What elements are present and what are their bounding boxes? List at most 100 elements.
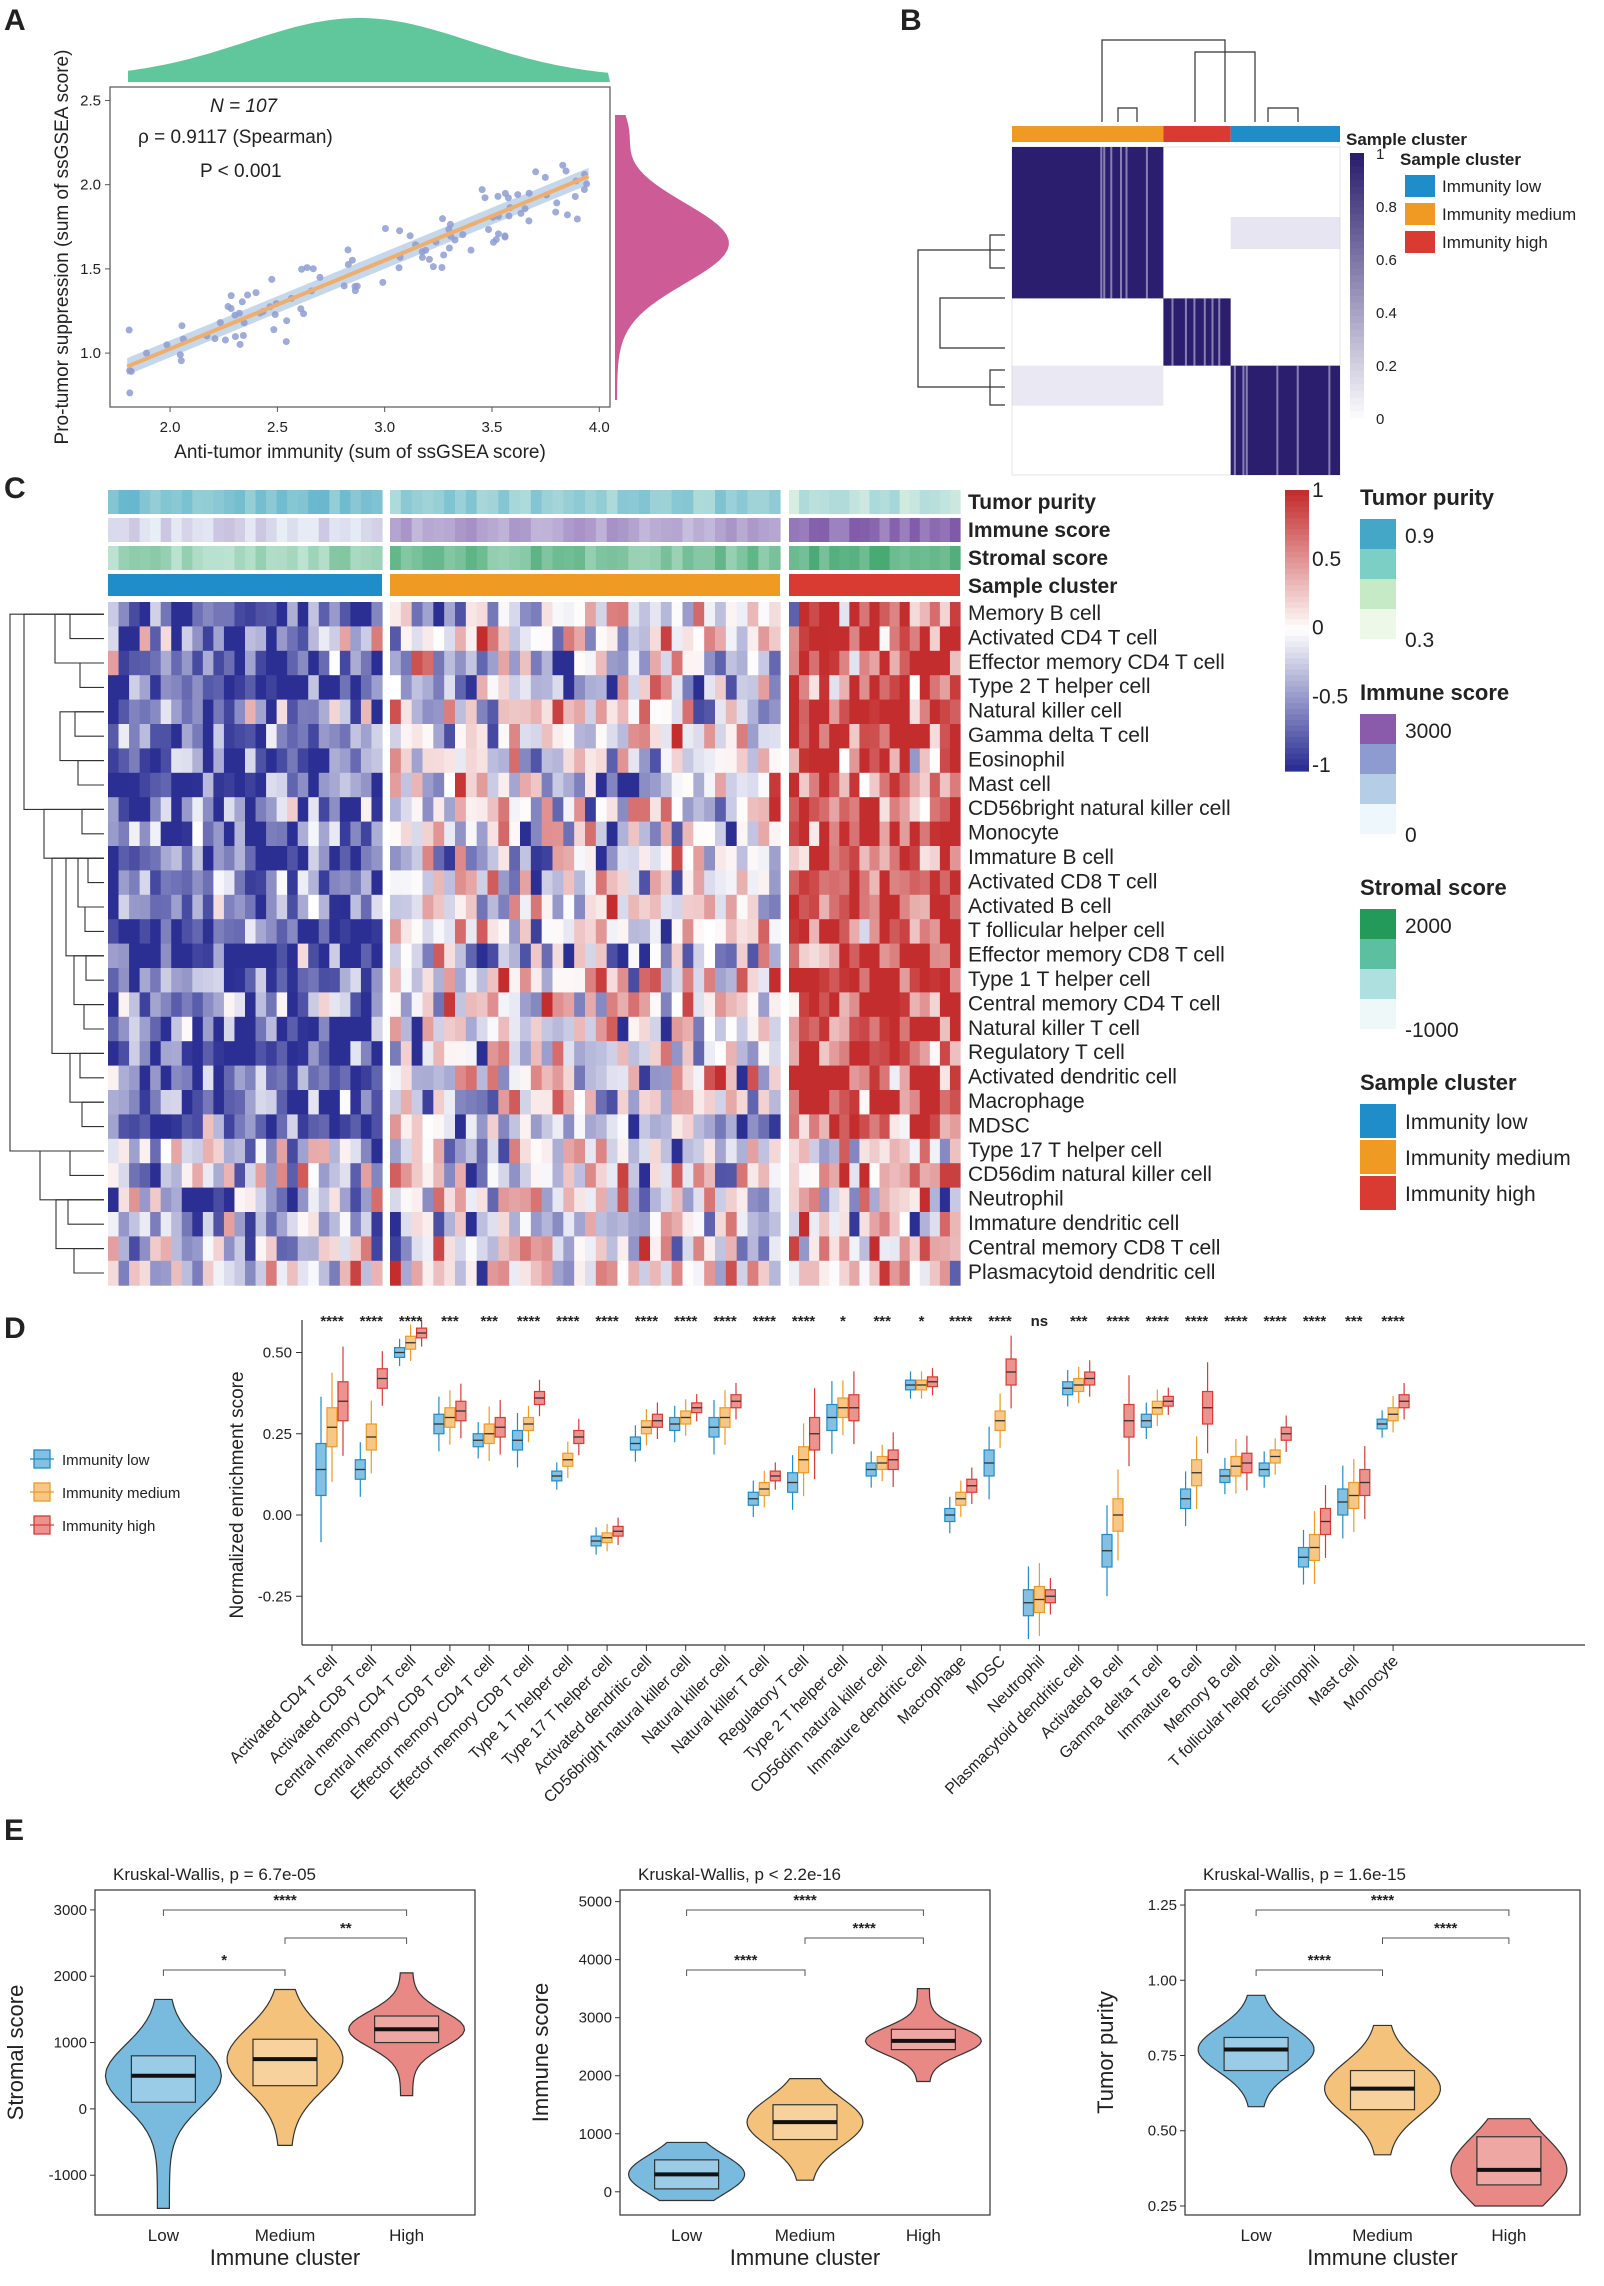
heatmap-cell xyxy=(758,748,770,774)
heatmap-cell xyxy=(150,1187,162,1213)
heatmap-cell xyxy=(660,894,673,920)
heatmap-cell xyxy=(682,650,694,676)
heatmap-cell xyxy=(118,1212,130,1237)
heatmap-cell xyxy=(628,992,640,1018)
tumor-purity-cell xyxy=(129,490,141,514)
heatmap-cell xyxy=(223,1065,236,1091)
heatmap-cell xyxy=(541,846,554,871)
colorbar-step xyxy=(1350,418,1364,426)
dendro-branch xyxy=(79,1052,104,1079)
heatmap-cell xyxy=(308,1090,320,1115)
heatmap-cell xyxy=(829,1114,840,1140)
heatmap-cell xyxy=(736,748,749,774)
heatmap-cell xyxy=(390,894,402,920)
heatmap-cell xyxy=(329,699,341,725)
heatmap-cell xyxy=(899,699,911,725)
heatmap-cell xyxy=(245,992,257,1018)
row-label: Effector memory CD4 T cell xyxy=(968,651,1225,674)
heatmap-cell xyxy=(171,1163,183,1189)
heatmap-cell xyxy=(725,943,738,969)
heatmap-cell xyxy=(444,748,456,774)
colorbar-step xyxy=(1350,173,1364,182)
heatmap-cell xyxy=(129,992,141,1018)
heatmap-cell xyxy=(704,821,716,847)
heatmap-cell xyxy=(390,1163,402,1189)
heatmap-cell xyxy=(498,968,510,993)
heatmap-cell xyxy=(671,821,684,847)
heatmap-cell xyxy=(433,1187,445,1213)
heatmap-cell xyxy=(245,1138,257,1164)
immune-score-cell xyxy=(839,518,850,542)
heatmap-cell xyxy=(929,992,941,1018)
heatmap-cell xyxy=(899,1114,911,1140)
heatmap-cell xyxy=(318,626,330,652)
heatmap-cell xyxy=(108,870,120,896)
heatmap-cell xyxy=(129,699,141,725)
heatmap-cell xyxy=(422,1212,434,1237)
heatmap-cell xyxy=(530,870,543,896)
tumor-purity-cell xyxy=(287,490,299,514)
heatmap-cell xyxy=(160,1041,172,1067)
heatmap-cell xyxy=(297,821,309,847)
stromal-score-cell xyxy=(693,546,705,570)
heatmap-cell xyxy=(693,1138,705,1164)
heatmap-cell xyxy=(829,626,840,652)
heatmap-cell xyxy=(509,1041,521,1067)
comparison-bracket xyxy=(686,1909,924,1916)
heatmap-cell xyxy=(919,724,931,749)
heatmap-cell xyxy=(574,992,586,1018)
scatter-point xyxy=(580,186,588,194)
colorbar-tick-label: 1 xyxy=(1376,146,1384,163)
colorbar-tick-label: 1 xyxy=(1312,479,1324,502)
heatmap-cell xyxy=(329,772,341,798)
heatmap-cell xyxy=(650,1163,662,1189)
heatmap-cell xyxy=(487,821,499,847)
heatmap-cell xyxy=(639,1016,651,1042)
heatmap-cell xyxy=(859,675,871,701)
heatmap-cell xyxy=(736,870,749,896)
heatmap-cell xyxy=(318,650,330,676)
heatmap-cell xyxy=(849,772,861,798)
significance-label: **** xyxy=(595,1313,619,1330)
heatmap-cell xyxy=(411,602,424,627)
legend-label: 0.3 xyxy=(1405,629,1434,652)
heatmap-cell xyxy=(444,821,456,847)
heatmap-cell xyxy=(422,675,434,701)
heatmap-cell xyxy=(682,724,694,749)
heatmap-cell xyxy=(585,1065,597,1091)
heatmap-cell xyxy=(287,846,299,871)
heatmap-cell xyxy=(360,943,373,969)
heatmap-cell xyxy=(276,675,288,701)
stromal-score-cell xyxy=(339,546,351,570)
heatmap-cell xyxy=(829,699,840,725)
panel-label-d: D xyxy=(4,1312,26,1345)
heatmap-cell xyxy=(869,870,881,896)
stromal-score-cell xyxy=(371,546,383,570)
heatmap-cell xyxy=(487,699,499,725)
heatmap-cell xyxy=(552,992,564,1018)
heatmap-cell xyxy=(339,919,351,945)
heatmap-cell xyxy=(919,675,931,701)
heatmap-cell xyxy=(276,1236,288,1262)
heatmap-cell xyxy=(758,724,770,749)
heatmap-cell xyxy=(725,1236,738,1262)
heatmap-cell xyxy=(213,1065,225,1091)
heatmap-cell xyxy=(693,894,705,920)
heatmap-cell xyxy=(585,821,597,847)
significance-label: **** xyxy=(556,1313,580,1330)
scatter-point xyxy=(238,298,246,306)
tumor-purity-cell xyxy=(509,490,521,514)
heatmap-cell xyxy=(339,968,351,993)
heatmap-cell xyxy=(747,1016,759,1042)
heatmap-cell xyxy=(606,724,619,749)
heatmap-cell xyxy=(929,919,941,945)
colorbar-step xyxy=(1350,268,1364,277)
heatmap-cell xyxy=(234,821,246,847)
heatmap-cell xyxy=(650,894,662,920)
heatmap-cell xyxy=(939,1114,951,1140)
colorbar-step xyxy=(1350,370,1364,379)
heatmap-cell xyxy=(297,1041,309,1067)
heatmap-cell xyxy=(889,894,901,920)
